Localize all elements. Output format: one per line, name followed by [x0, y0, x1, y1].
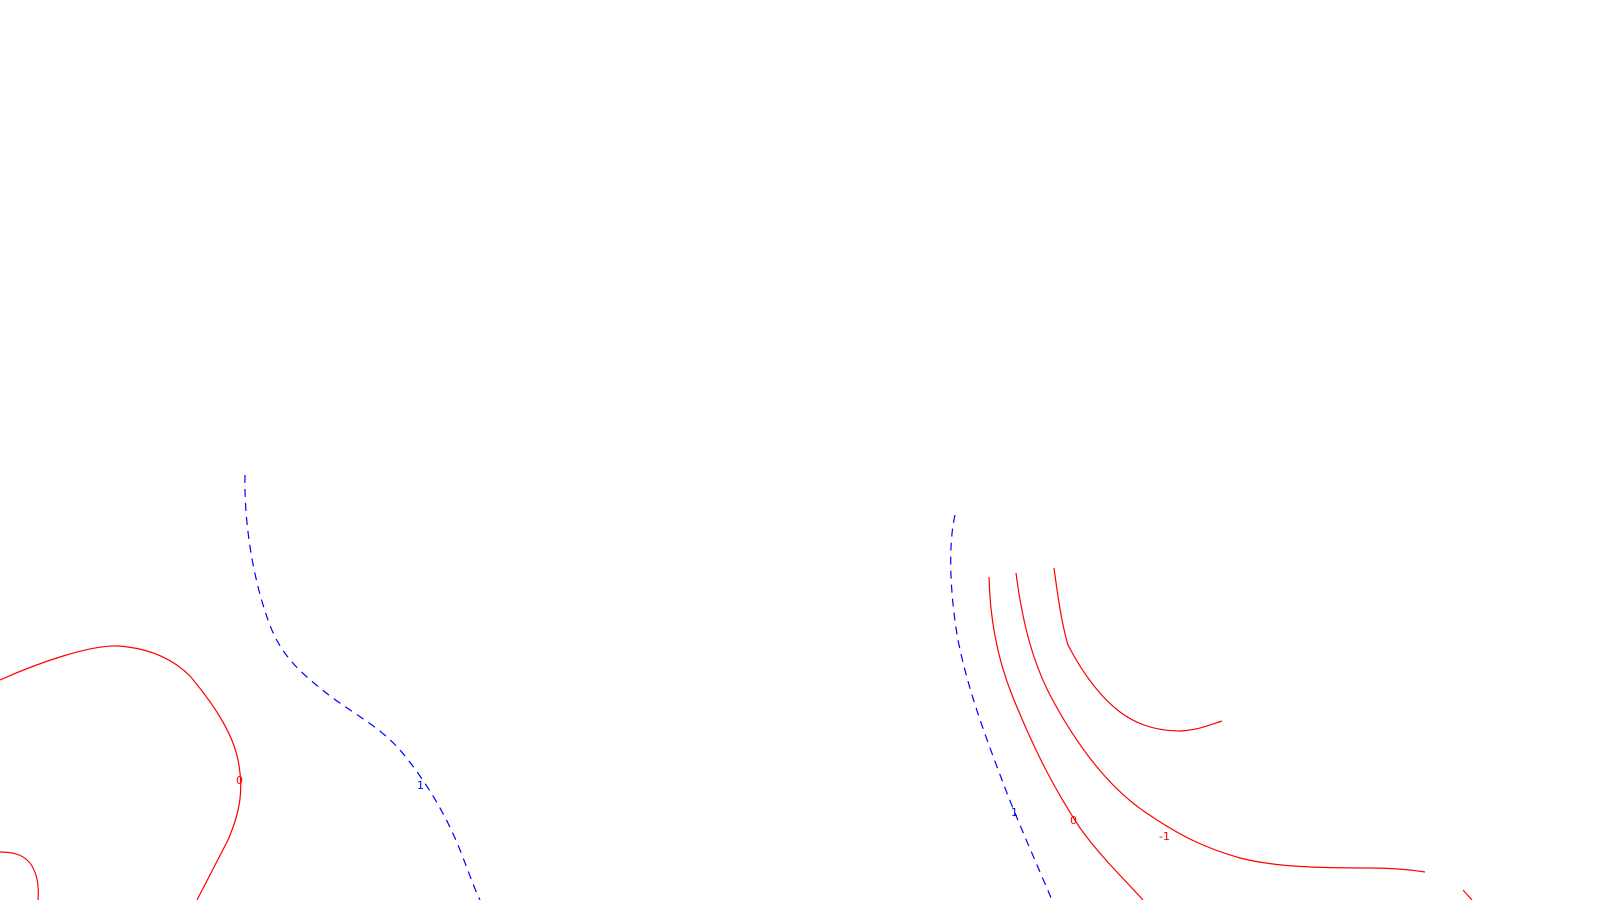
- contour-right-zero: [988, 576, 1144, 900]
- contour-left-corner: [0, 851, 39, 900]
- label-left-zero: 0: [236, 774, 243, 787]
- label-right-zero: 0: [1070, 814, 1077, 827]
- contour-left-one: [244, 474, 481, 900]
- contour-right-upper: [1053, 567, 1223, 732]
- contour-left-zero: [0, 645, 242, 900]
- label-left-one: 1: [417, 779, 424, 792]
- label-right-minus-one: -1: [1159, 830, 1170, 843]
- label-right-one: 1: [1011, 806, 1018, 819]
- contour-right-one: [950, 514, 1053, 900]
- contour-right-minus-one: [1015, 572, 1426, 873]
- contour-right-edge-fragment: [1462, 889, 1473, 900]
